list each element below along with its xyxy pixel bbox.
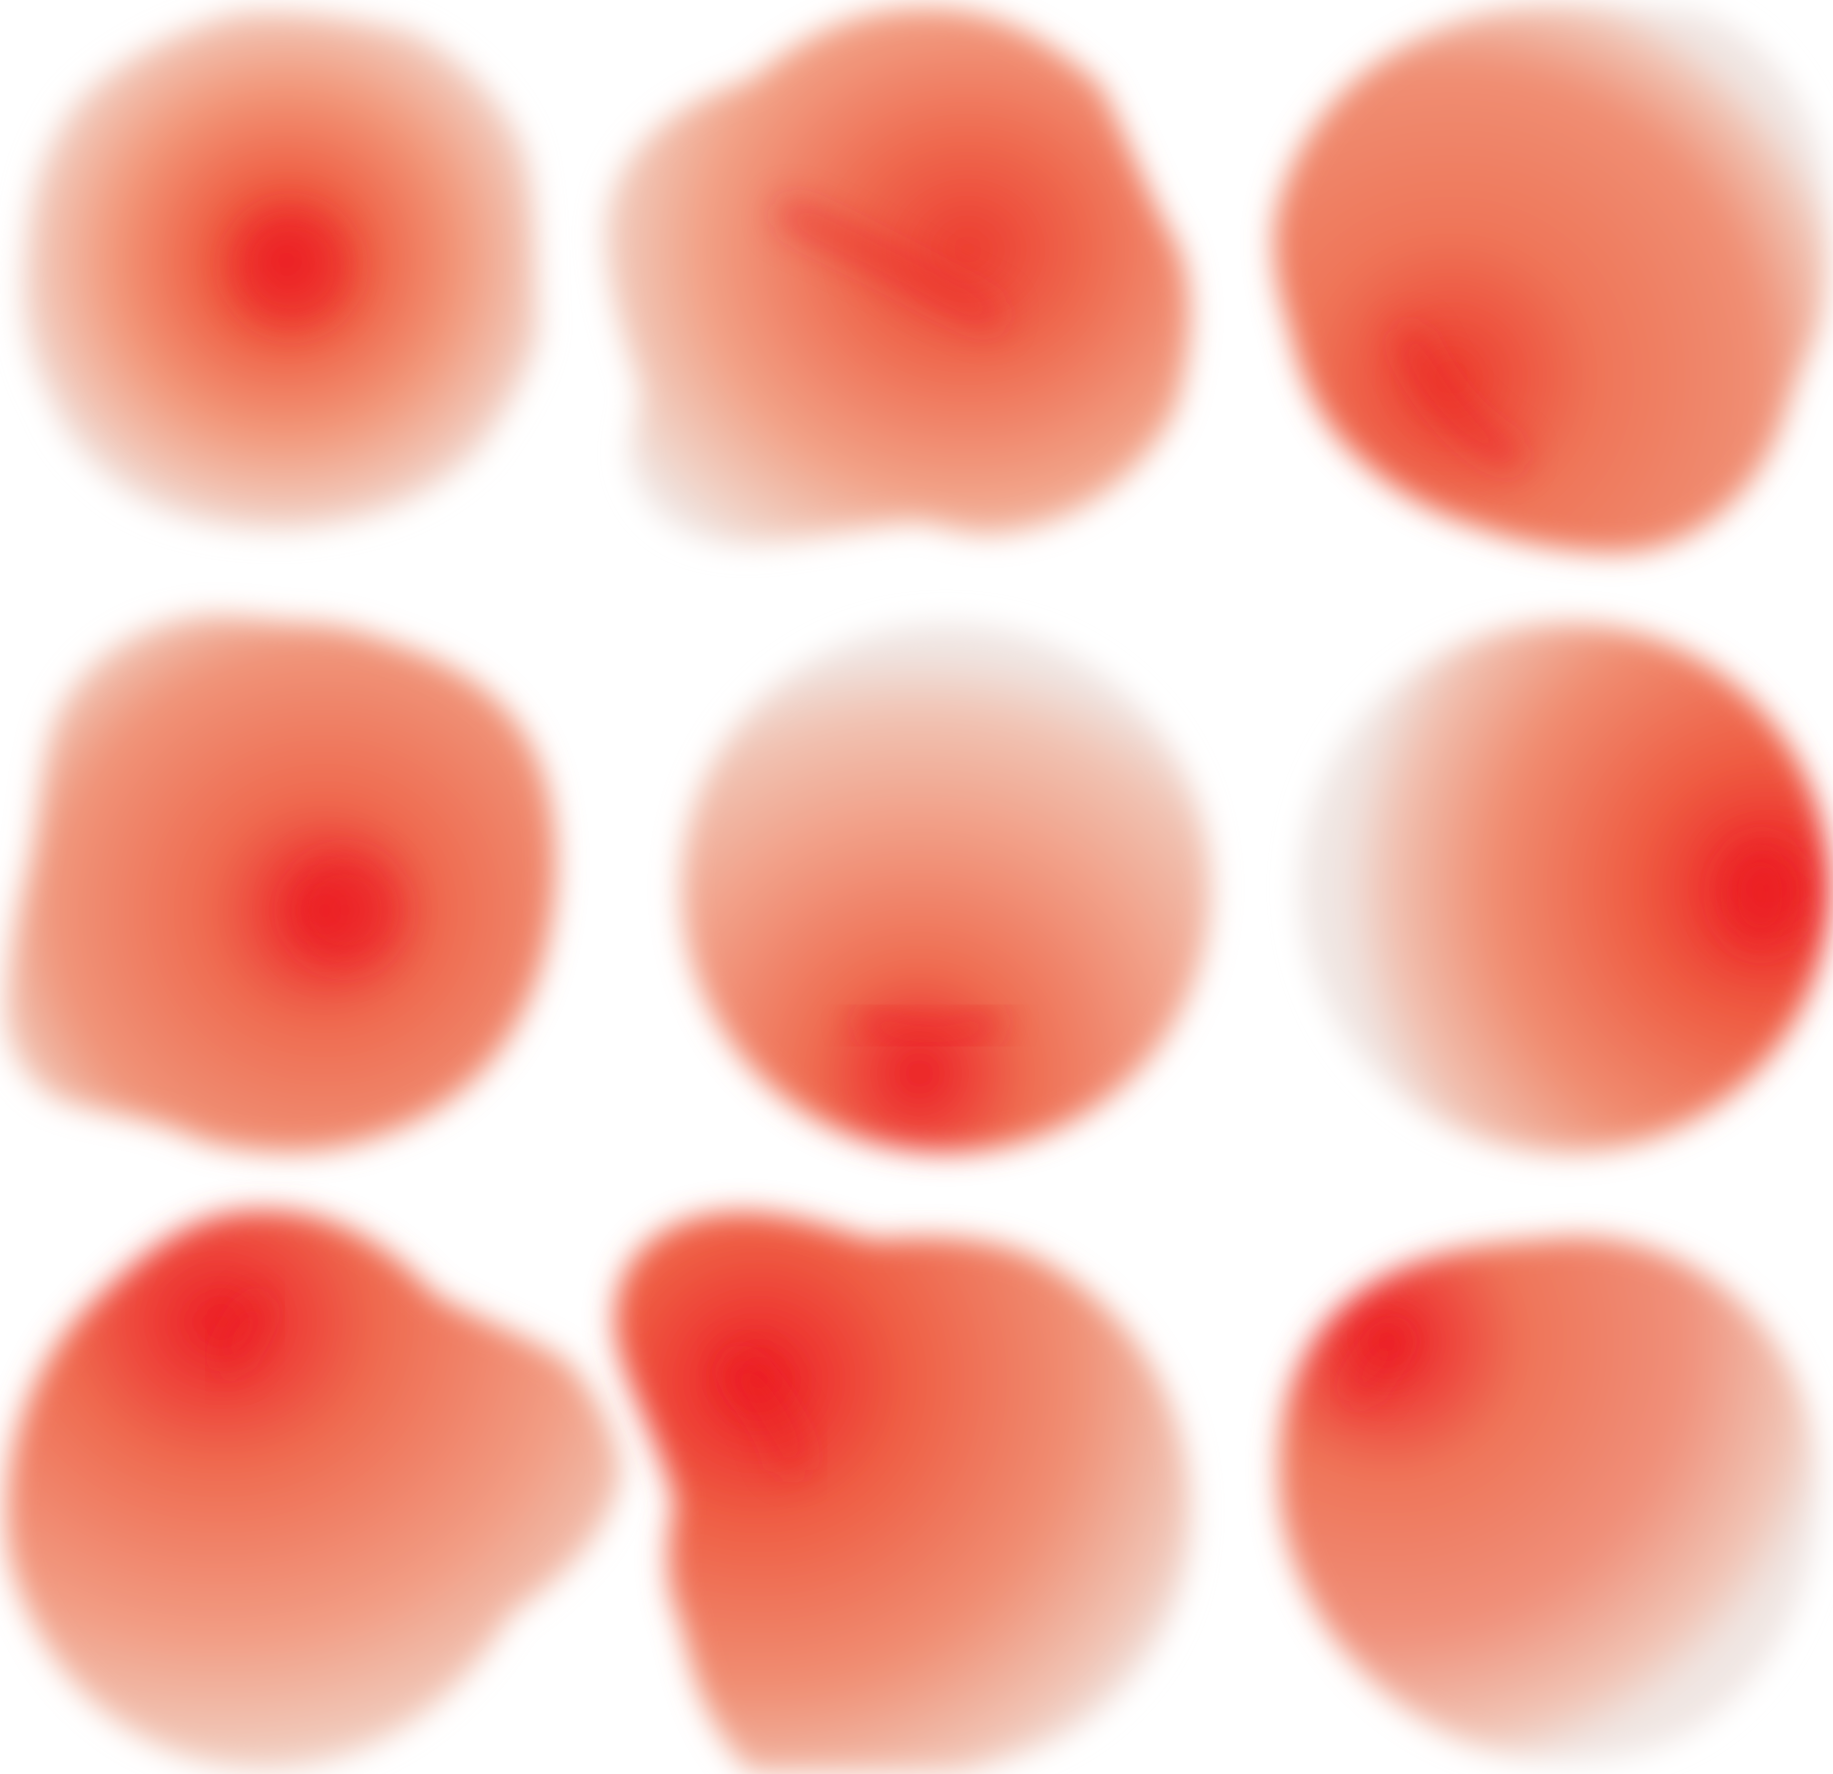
blob-r1-c1 bbox=[22, 11, 540, 531]
blob-r2-c2 bbox=[681, 623, 1211, 1153]
blob-r3-c2 bbox=[614, 1211, 1192, 1772]
blob-r1-c3 bbox=[1273, 3, 1830, 554]
blob-r2-c1 bbox=[5, 615, 557, 1153]
blob-r2-c3 bbox=[1300, 623, 1830, 1153]
blob-r1-c2 bbox=[605, 7, 1191, 545]
blob-r3-c1 bbox=[5, 1209, 621, 1770]
blob-r3-c3 bbox=[1278, 1236, 1819, 1762]
